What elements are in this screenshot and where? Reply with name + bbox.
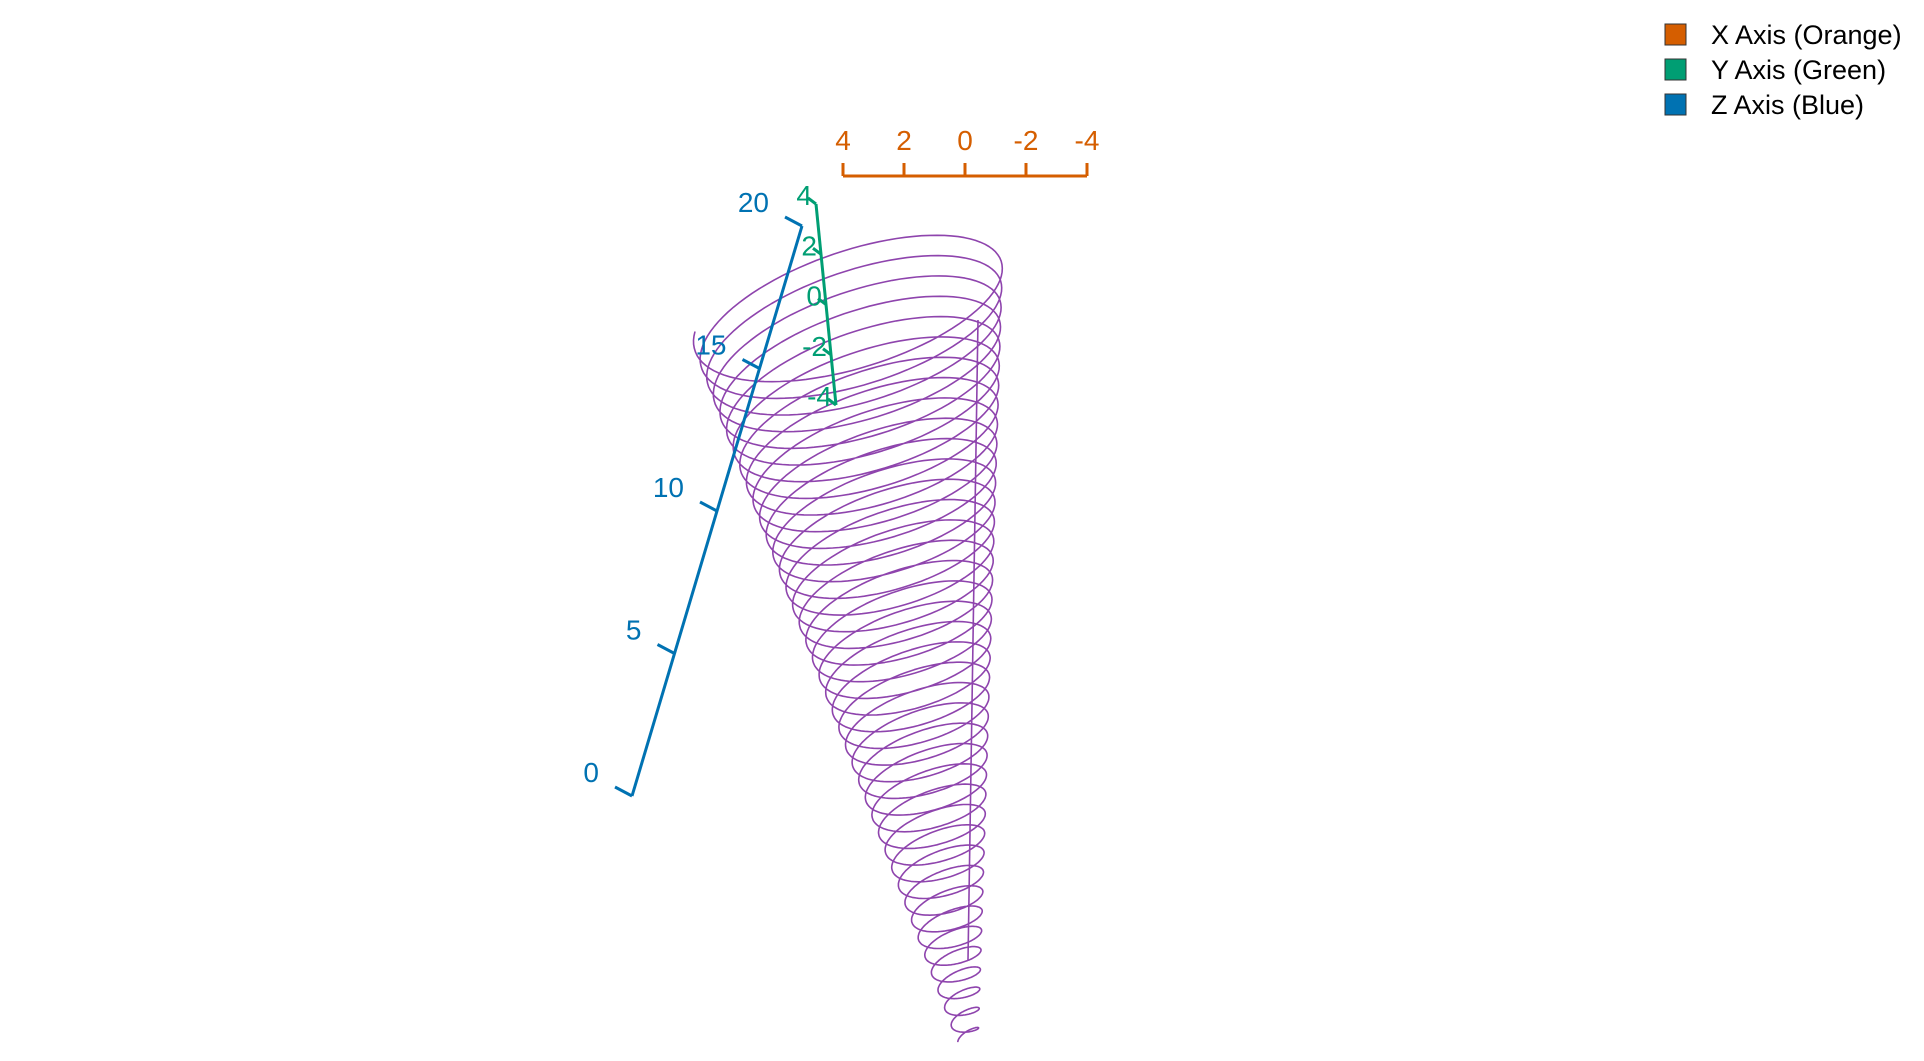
z-axis-tick — [699, 500, 718, 513]
y-axis-tick — [807, 196, 817, 206]
x-axis: 4 2 0 -2 -4 — [835, 125, 1100, 178]
y-axis-tick — [812, 247, 822, 256]
legend-swatch-x — [1664, 23, 1687, 46]
x-tick-label: -2 — [1014, 125, 1039, 156]
z-tick-label: 0 — [583, 757, 599, 788]
y-tick-label: -2 — [802, 331, 827, 362]
z-tick-label: 5 — [626, 615, 642, 646]
z-tick-label: 10 — [653, 472, 684, 503]
z-axis-tick — [656, 643, 676, 655]
z-axis-tick — [784, 215, 803, 228]
z-axis-tick — [741, 358, 761, 370]
legend-swatch-y — [1664, 58, 1687, 81]
z-axis: 0 5 10 15 20 — [583, 187, 804, 798]
spiral-curve — [692, 234, 1004, 1043]
y-axis-tick — [822, 347, 832, 356]
y-axis-tick — [817, 297, 827, 306]
legend: X Axis (Orange) Y Axis (Green) Z Axis (B… — [1664, 20, 1902, 120]
legend-label-z: Z Axis (Blue) — [1711, 90, 1864, 120]
z-tick-label: 20 — [738, 187, 769, 218]
y-tick-label: 2 — [801, 230, 817, 261]
y-axis-tick — [827, 397, 837, 407]
x-tick-label: 0 — [957, 125, 973, 156]
x-tick-label: 4 — [835, 125, 851, 156]
y-tick-label: 0 — [806, 281, 822, 312]
spiral-series — [692, 234, 1004, 1043]
z-axis-tick — [614, 785, 633, 798]
spiral-center-line — [967, 319, 979, 961]
x-tick-label: 2 — [896, 125, 912, 156]
legend-label-x: X Axis (Orange) — [1711, 20, 1902, 50]
y-tick-label: -4 — [807, 381, 832, 412]
legend-swatch-z — [1664, 93, 1687, 116]
z-tick-label: 15 — [695, 330, 726, 361]
y-axis: 4 2 0 -2 -4 — [796, 180, 838, 412]
x-tick-label: -4 — [1075, 125, 1100, 156]
y-tick-label: 4 — [796, 180, 812, 211]
legend-label-y: Y Axis (Green) — [1711, 55, 1886, 85]
